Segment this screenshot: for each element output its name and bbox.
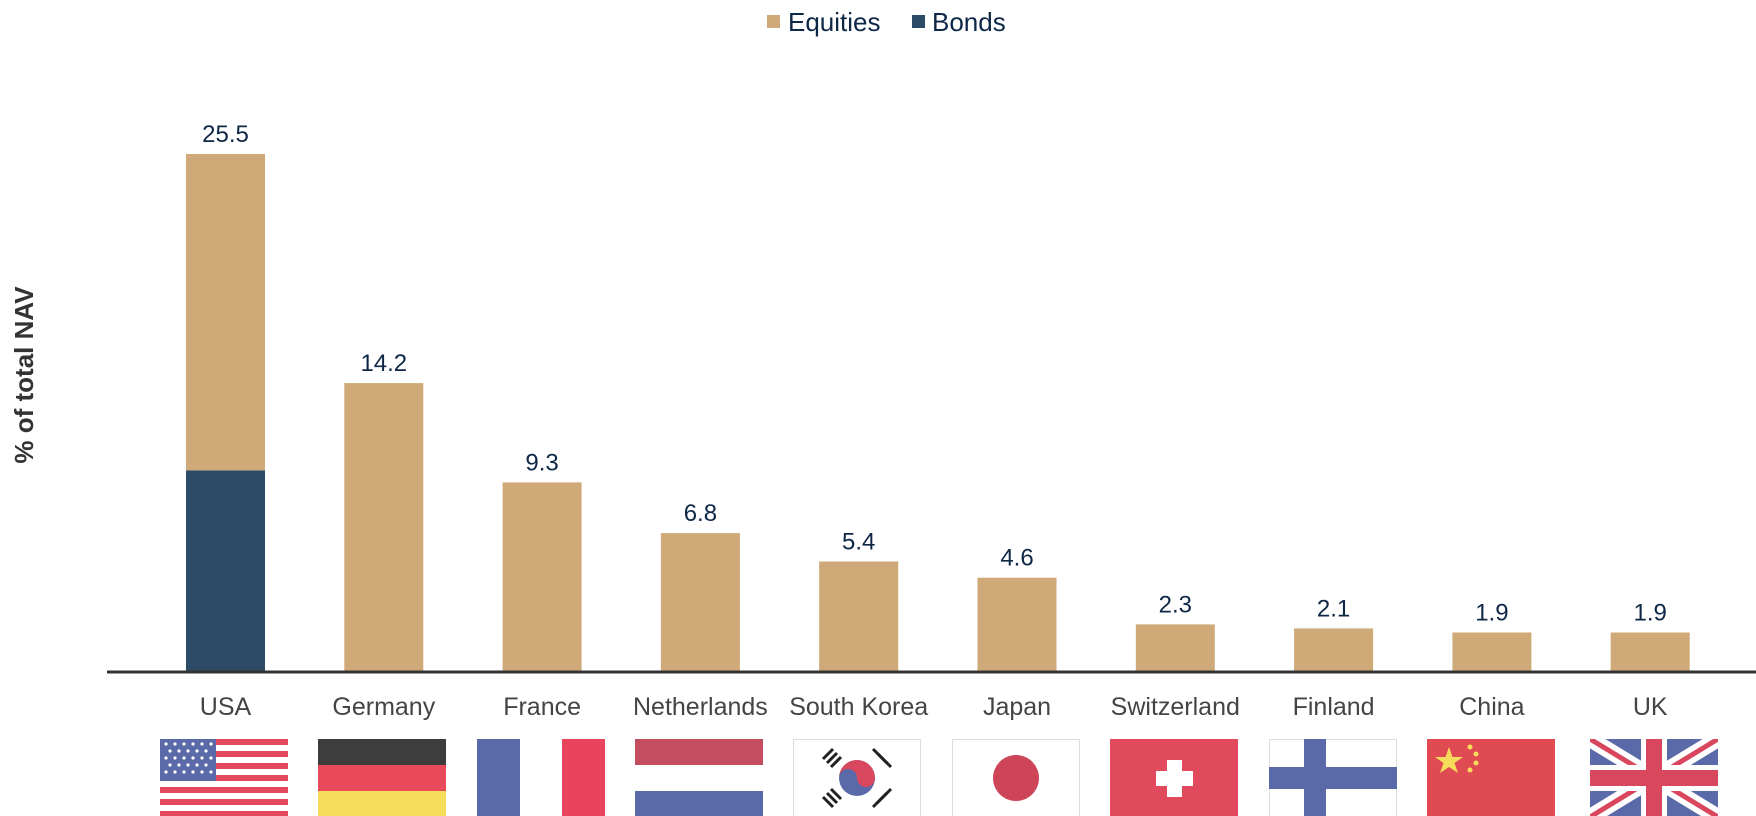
usa-flag xyxy=(160,739,288,816)
data-label-netherlands: 6.8 xyxy=(684,500,717,527)
france-flag xyxy=(477,739,605,816)
y-axis-label: % of total NAV xyxy=(9,286,39,464)
bar-equities-usa xyxy=(186,154,265,471)
category-label-uk: UK xyxy=(1633,693,1668,721)
legend-label-equities: Equities xyxy=(788,7,881,37)
data-label-finland: 2.1 xyxy=(1317,595,1350,622)
legend-swatch-equities xyxy=(767,15,780,28)
category-label-switzerland: Switzerland xyxy=(1111,693,1240,721)
category-labels-group: USA Germany France Netherlands South Korea Ja… xyxy=(200,693,1668,721)
data-labels-group: 25.5 14.2 9.3 6.8 5.4 4.6 2.3 2.1 1.9 1.9 xyxy=(202,121,1667,627)
uk-flag xyxy=(1590,739,1718,816)
bar-equities-japan xyxy=(977,577,1057,671)
netherlands-flag xyxy=(635,739,763,816)
switzerland-flag xyxy=(1110,739,1238,816)
category-label-china: China xyxy=(1459,693,1524,721)
category-label-germany: Germany xyxy=(332,693,435,721)
data-label-switzerland: 2.3 xyxy=(1159,591,1192,618)
germany-flag xyxy=(318,739,446,816)
bar-equities-switzerland xyxy=(1135,624,1215,671)
category-label-finland: Finland xyxy=(1293,693,1375,721)
data-label-france: 9.3 xyxy=(525,449,558,476)
finland-flag xyxy=(1269,739,1397,816)
bar-equities-france xyxy=(502,482,582,671)
china-flag xyxy=(1427,739,1555,816)
legend-label-bonds: Bonds xyxy=(932,7,1006,37)
category-label-netherlands: Netherlands xyxy=(633,693,768,721)
bar-equities-netherlands xyxy=(660,533,740,671)
data-label-usa: 25.5 xyxy=(202,121,249,148)
data-label-china: 1.9 xyxy=(1475,600,1508,627)
data-label-japan: 4.6 xyxy=(1000,545,1033,572)
japan-flag xyxy=(952,739,1080,816)
bar-equities-uk xyxy=(1610,632,1690,671)
bars-group xyxy=(186,154,1690,671)
bar-bonds-usa xyxy=(186,470,265,671)
category-label-japan: Japan xyxy=(983,693,1051,721)
legend: Equities Bonds xyxy=(767,7,1006,37)
bar-equities-finland xyxy=(1294,628,1374,671)
south-korea-flag xyxy=(793,739,921,816)
category-label-usa: USA xyxy=(200,693,252,721)
category-label-south-korea: South Korea xyxy=(789,693,928,721)
bar-equities-germany xyxy=(344,383,424,671)
category-label-france: France xyxy=(503,693,581,721)
legend-swatch-bonds xyxy=(912,15,925,28)
data-label-south-korea: 5.4 xyxy=(842,529,875,556)
flags-row xyxy=(160,739,1718,816)
data-label-uk: 1.9 xyxy=(1634,600,1667,627)
bar-equities-south-korea xyxy=(819,561,899,671)
data-label-germany: 14.2 xyxy=(360,350,407,377)
bar-equities-china xyxy=(1452,632,1532,671)
